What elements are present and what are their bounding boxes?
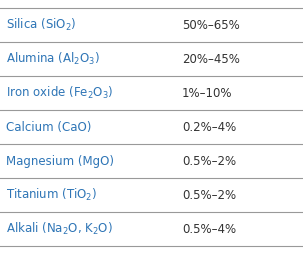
Text: Alumina (Al$_2$O$_3$): Alumina (Al$_2$O$_3$) xyxy=(6,51,100,67)
Text: Iron oxide (Fe$_2$O$_3$): Iron oxide (Fe$_2$O$_3$) xyxy=(6,85,113,101)
Text: Titanium (TiO$_2$): Titanium (TiO$_2$) xyxy=(6,187,97,203)
Text: 0.5%–4%: 0.5%–4% xyxy=(182,223,236,236)
Bar xyxy=(0,110,303,144)
Text: 1%–10%: 1%–10% xyxy=(182,87,232,99)
Text: Silica (SiO$_2$): Silica (SiO$_2$) xyxy=(6,17,77,33)
Text: 0.5%–2%: 0.5%–2% xyxy=(182,155,236,168)
Text: Calcium (CaO): Calcium (CaO) xyxy=(6,121,92,134)
Bar xyxy=(0,42,303,76)
Text: 0.2%–4%: 0.2%–4% xyxy=(182,121,236,134)
Text: 0.5%–2%: 0.5%–2% xyxy=(182,189,236,202)
Bar xyxy=(0,178,303,212)
Text: Magnesium (MgO): Magnesium (MgO) xyxy=(6,155,114,168)
Text: Alkali (Na$_2$O, K$_2$O): Alkali (Na$_2$O, K$_2$O) xyxy=(6,221,113,237)
Bar xyxy=(0,76,303,110)
Text: 20%–45%: 20%–45% xyxy=(182,53,240,65)
Bar xyxy=(0,8,303,42)
Bar xyxy=(0,144,303,178)
Text: 50%–65%: 50%–65% xyxy=(182,19,240,31)
Bar xyxy=(0,212,303,246)
